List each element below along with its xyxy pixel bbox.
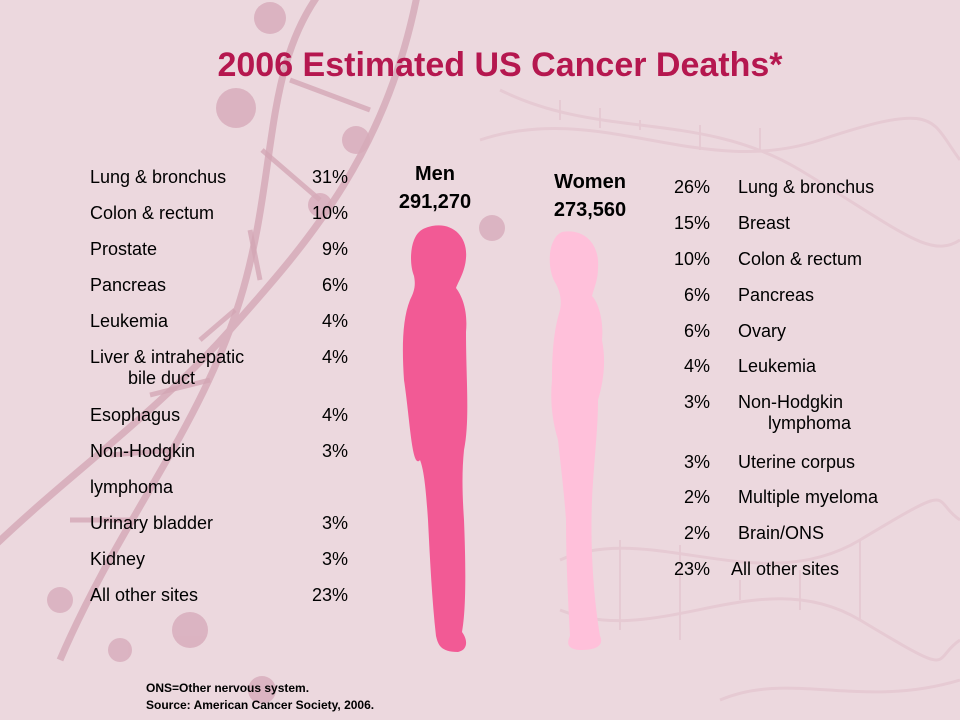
men-pct: 4% xyxy=(321,347,348,367)
women-site: All other sites xyxy=(731,559,840,579)
women-total: 273,560 xyxy=(553,199,627,221)
men-pct: 3% xyxy=(321,513,348,533)
women-site: Colon & rectum xyxy=(738,249,863,269)
women-site: Uterine corpus xyxy=(738,452,856,472)
women-label: Women xyxy=(554,171,626,193)
women-pct: 26% xyxy=(673,177,710,197)
men-site: Non-Hodgkin xyxy=(90,441,196,461)
men-site: Urinary bladder xyxy=(90,513,214,533)
men-site: Prostate xyxy=(90,239,158,259)
men-header: Men 291,270 xyxy=(370,160,500,216)
men-site: Kidney xyxy=(90,549,146,569)
women-header: Women 273,560 xyxy=(525,168,655,224)
women-site: Pancreas xyxy=(738,285,815,305)
women-site-line1: Non-Hodgkin xyxy=(738,392,844,412)
men-pct: 4% xyxy=(321,311,348,331)
women-site: Ovary xyxy=(738,321,787,341)
women-site-line2: lymphoma xyxy=(768,413,852,433)
women-pct: 3% xyxy=(683,392,710,412)
men-site: lymphoma xyxy=(90,477,174,497)
women-site: Lung & bronchus xyxy=(738,177,875,197)
men-site: Esophagus xyxy=(90,405,181,425)
footnote-abbreviation: ONS=Other nervous system. xyxy=(146,681,310,695)
women-site: Multiple myeloma xyxy=(738,487,879,507)
men-site: Colon & rectum xyxy=(90,203,215,223)
women-pct: 2% xyxy=(683,487,710,507)
women-pct: 6% xyxy=(683,321,710,341)
men-pct: 3% xyxy=(321,441,348,461)
women-pct: 23% xyxy=(673,559,710,579)
man-silhouette xyxy=(402,225,468,652)
women-site: Brain/ONS xyxy=(738,523,825,543)
women-pct: 15% xyxy=(673,213,710,233)
footnote: ONS=Other nervous system. Source: Americ… xyxy=(146,680,374,714)
men-pct: 31% xyxy=(311,167,348,187)
men-site: Lung & bronchus xyxy=(90,167,227,187)
men-pct: 6% xyxy=(321,275,348,295)
women-pct: 2% xyxy=(683,523,710,543)
women-pct: 10% xyxy=(673,249,710,269)
men-total: 291,270 xyxy=(398,191,472,213)
women-site: Breast xyxy=(738,213,791,233)
women-pct: 4% xyxy=(683,356,710,376)
men-pct: 10% xyxy=(311,203,348,223)
men-site-line2: bile duct xyxy=(128,368,196,388)
footnote-source: Source: American Cancer Society, 2006. xyxy=(146,698,375,712)
women-site: Leukemia xyxy=(738,356,817,376)
slide-title: 2006 Estimated US Cancer Deaths* xyxy=(217,46,783,84)
men-site: Liver & intrahepatic bile duct xyxy=(90,347,244,389)
men-pct: 4% xyxy=(321,405,348,425)
men-site: All other sites xyxy=(90,585,199,605)
men-pct: 9% xyxy=(321,239,348,259)
men-label: Men xyxy=(415,163,455,185)
men-pct: 23% xyxy=(311,585,348,605)
men-site-line1: Liver & intrahepatic xyxy=(90,347,245,367)
women-pct: 3% xyxy=(683,452,710,472)
men-site: Leukemia xyxy=(90,311,169,331)
woman-silhouette xyxy=(549,231,605,650)
women-pct: 6% xyxy=(683,285,710,305)
men-site: Pancreas xyxy=(90,275,167,295)
women-site: Non-Hodgkin lymphoma xyxy=(738,392,851,434)
men-pct: 3% xyxy=(321,549,348,569)
